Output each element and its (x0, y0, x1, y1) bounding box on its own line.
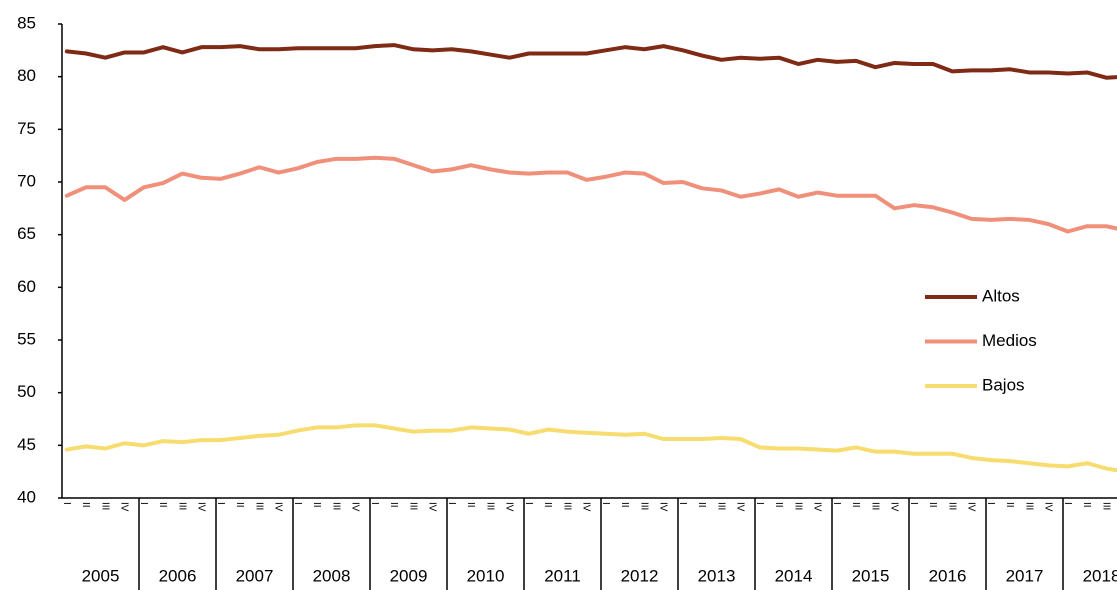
x-tick-label: I (831, 502, 842, 505)
year-label: 2007 (236, 566, 274, 585)
y-tick-label: 65 (17, 224, 36, 243)
year-label: 2005 (82, 566, 120, 585)
x-tick-label: III (330, 502, 341, 510)
year-label: 2018 (1083, 566, 1117, 585)
x-tick-label: III (1023, 502, 1034, 510)
x-tick-label: IV (119, 502, 130, 512)
x-tick-label: II (1004, 502, 1015, 508)
x-tick-label: II (234, 502, 245, 508)
x-tick-label: IV (812, 502, 823, 512)
y-tick-label: 85 (17, 13, 36, 32)
year-label: 2010 (467, 566, 505, 585)
year-label: 2013 (698, 566, 736, 585)
x-tick-label: I (600, 502, 611, 505)
year-label: 2008 (313, 566, 351, 585)
x-tick-label: I (908, 502, 919, 505)
x-tick-label: III (99, 502, 110, 510)
y-tick-label: 60 (17, 277, 36, 296)
x-tick-label: III (176, 502, 187, 510)
y-tick-label: 70 (17, 171, 36, 190)
x-tick-label: IV (581, 502, 592, 512)
legend-label: Bajos (982, 375, 1025, 394)
x-tick-label: III (253, 502, 264, 510)
x-tick-label: I (138, 502, 149, 505)
year-label: 2015 (852, 566, 890, 585)
x-tick-label: III (484, 502, 495, 510)
x-tick-label: II (1081, 502, 1092, 508)
y-tick-label: 40 (17, 487, 36, 506)
legend-label: Altos (982, 286, 1020, 305)
year-label: 2016 (929, 566, 967, 585)
x-tick-label: IV (658, 502, 669, 512)
y-tick-label: 50 (17, 382, 36, 401)
year-label: 2014 (775, 566, 813, 585)
x-tick-label: IV (350, 502, 361, 512)
x-tick-label: III (1100, 502, 1111, 510)
year-label: 2009 (390, 566, 428, 585)
legend-label: Medios (982, 331, 1037, 350)
x-tick-label: II (773, 502, 784, 508)
y-tick-label: 75 (17, 119, 36, 138)
x-tick-label: IV (889, 502, 900, 512)
x-tick-label: III (638, 502, 649, 510)
x-tick-label: III (792, 502, 803, 510)
x-tick-label: III (946, 502, 957, 510)
x-tick-label: I (1062, 502, 1073, 505)
x-tick-label: II (542, 502, 553, 508)
x-tick-label: IV (504, 502, 515, 512)
x-tick-label: I (446, 502, 457, 505)
line-series (64, 43, 1117, 80)
x-tick-label: II (927, 502, 938, 508)
x-tick-label: IV (735, 502, 746, 512)
x-tick-label: II (696, 502, 707, 508)
x-tick-label: I (985, 502, 996, 505)
year-label: 2017 (1006, 566, 1044, 585)
y-tick-label: 55 (17, 329, 36, 348)
x-tick-label: I (215, 502, 226, 505)
x-tick-label: II (850, 502, 861, 508)
x-tick-label: IV (273, 502, 284, 512)
x-tick-label: I (523, 502, 534, 505)
x-tick-label: I (61, 502, 72, 505)
x-tick-label: IV (1043, 502, 1054, 512)
x-tick-label: I (677, 502, 688, 505)
x-tick-label: III (407, 502, 418, 510)
x-tick-label: I (369, 502, 380, 505)
year-label: 2011 (544, 566, 581, 585)
x-tick-label: II (311, 502, 322, 508)
year-label: 2012 (621, 566, 659, 585)
x-tick-label: II (157, 502, 168, 508)
x-tick-label: III (561, 502, 572, 510)
x-tick-label: I (754, 502, 765, 505)
y-tick-label: 80 (17, 66, 36, 85)
x-tick-label: IV (427, 502, 438, 512)
year-label: 2006 (159, 566, 197, 585)
x-tick-label: II (619, 502, 630, 508)
y-tick-label: 45 (17, 435, 36, 454)
line-series (64, 155, 1117, 234)
x-tick-label: II (388, 502, 399, 508)
x-tick-label: I (292, 502, 303, 505)
x-tick-label: II (465, 502, 476, 508)
x-tick-label: IV (196, 502, 207, 512)
x-tick-label: IV (966, 502, 977, 512)
x-tick-label: III (715, 502, 726, 510)
line-series (64, 423, 1117, 473)
x-tick-label: II (80, 502, 91, 508)
x-tick-label: III (869, 502, 880, 510)
